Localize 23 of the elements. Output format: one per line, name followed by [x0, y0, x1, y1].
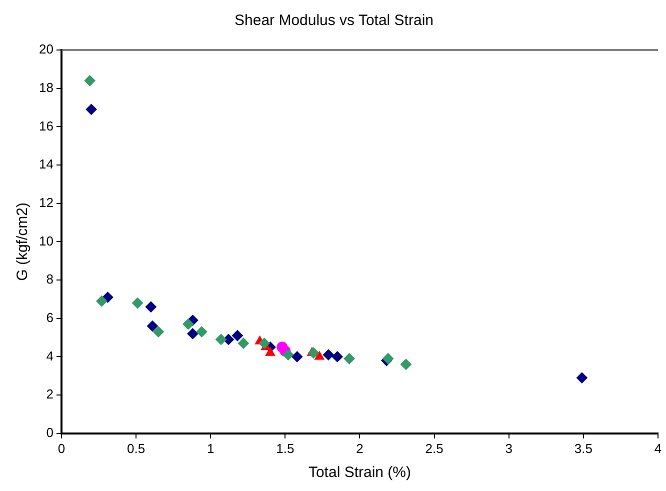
chart-title: Shear Modulus vs Total Strain [234, 12, 434, 30]
y-tick-label: 14 [38, 156, 54, 172]
x-tick-label: 1 [206, 440, 214, 456]
x-tick-label: 1.5 [276, 440, 294, 456]
y-tick-label: 10 [38, 233, 54, 248]
y-tick-label: 6 [46, 310, 54, 325]
x-tick-label: 2.5 [425, 440, 444, 456]
y-tick-label: 16 [38, 118, 54, 134]
y-tick-label: 20 [38, 42, 54, 57]
x-tick-label: 3 [505, 440, 512, 456]
x-tick-label: 2 [356, 440, 364, 456]
y-tick-label: 0 [46, 424, 54, 440]
y-tick-label: 8 [46, 272, 54, 287]
y-tick-label: 12 [38, 194, 54, 210]
x-axis-title: Total Strain (%) [308, 464, 412, 482]
y-tick-label: 4 [46, 348, 54, 364]
y-tick-label: 2 [46, 386, 54, 402]
x-tick-label: 0 [58, 440, 66, 456]
x-tick-label: 4 [654, 440, 662, 456]
y-axis-title: G (kgf/cm2) [14, 202, 32, 281]
y-tick-label: 18 [38, 80, 54, 95]
x-tick-label: 3.5 [574, 440, 592, 456]
x-tick-label: 0.5 [126, 440, 146, 456]
